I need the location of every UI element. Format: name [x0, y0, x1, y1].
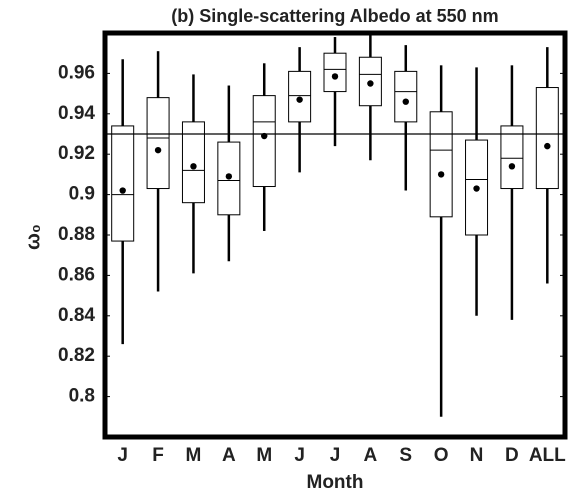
y-tick-label: 0.82	[58, 345, 95, 366]
x-tick-label: J	[117, 445, 128, 466]
mean-dot	[473, 185, 480, 192]
x-tick-label: J	[294, 445, 305, 466]
box	[252, 95, 276, 188]
y-tick-label: 0.94	[58, 103, 95, 124]
mean-dot	[437, 171, 445, 178]
mean-dot	[367, 80, 374, 87]
mean-dot	[225, 173, 233, 180]
x-tick-label: N	[470, 445, 484, 466]
y-tick-label: 0.92	[58, 143, 95, 164]
x-tick-label: M	[186, 445, 202, 466]
box	[111, 125, 135, 242]
y-tick-label: 0.96	[58, 62, 95, 83]
box	[535, 87, 559, 190]
mean-dot	[119, 187, 126, 194]
x-tick-label: ALL	[529, 445, 566, 466]
x-tick-label: M	[256, 445, 272, 466]
box	[146, 97, 170, 190]
x-tick-label: A	[222, 445, 236, 466]
mean-dot	[190, 163, 197, 170]
y-axis-label: ω₀	[22, 224, 44, 250]
plot-frame	[102, 30, 568, 440]
chart-title: (b) Single-scattering Albedo at 550 nm	[171, 6, 498, 26]
box	[323, 52, 347, 93]
x-tick-label: D	[505, 445, 519, 466]
mean-dot	[544, 142, 551, 150]
mean-dot	[296, 96, 303, 103]
y-tick-label: 0.84	[58, 305, 95, 326]
y-tick-label: 0.88	[58, 224, 95, 245]
box	[500, 125, 524, 190]
mean-dot	[154, 146, 162, 154]
x-axis-label: Month	[307, 472, 364, 493]
mean-dot	[402, 98, 409, 105]
x-tick-label: F	[152, 445, 164, 466]
box	[429, 111, 453, 218]
mean-dot	[331, 73, 339, 80]
y-tick-label: 0.8	[69, 386, 95, 407]
x-tick-label: J	[330, 445, 341, 466]
x-tick-label: O	[434, 445, 449, 466]
x-tick-label: S	[399, 445, 412, 466]
box	[181, 121, 205, 204]
x-tick-label: A	[364, 445, 378, 466]
y-tick-label: 0.9	[69, 184, 95, 205]
mean-dot	[508, 163, 516, 170]
y-tick-label: 0.86	[58, 264, 95, 285]
box	[394, 70, 418, 123]
